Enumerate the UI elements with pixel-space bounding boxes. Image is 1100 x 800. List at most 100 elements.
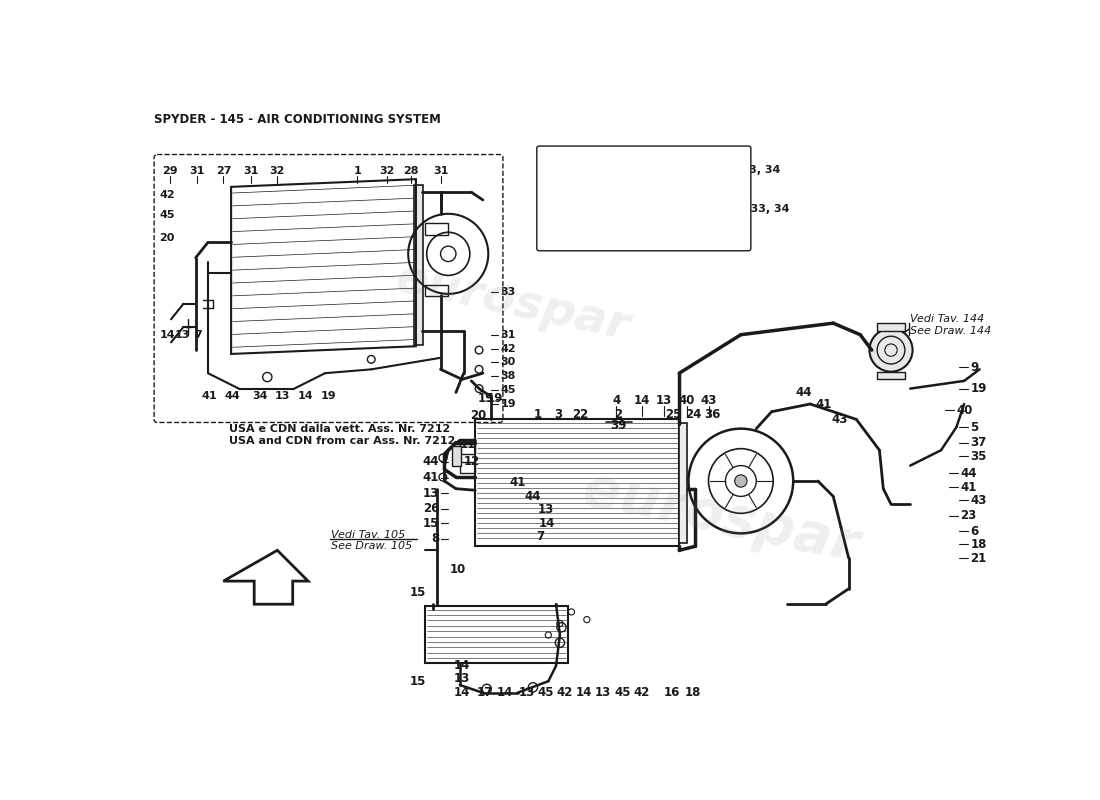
Text: 5: 5 xyxy=(970,421,979,434)
Text: 37: 37 xyxy=(970,436,987,449)
Text: 41: 41 xyxy=(816,398,833,410)
Text: 43: 43 xyxy=(832,413,848,426)
Text: 14: 14 xyxy=(539,517,556,530)
Text: eurospar: eurospar xyxy=(392,255,635,349)
Text: 44: 44 xyxy=(224,391,241,402)
Circle shape xyxy=(735,475,747,487)
Text: N.B.: i tubi pos. 4, 5, 6, 7, 8, 9, 33, 34: N.B.: i tubi pos. 4, 5, 6, 7, 8, 9, 33, … xyxy=(546,166,781,175)
Text: 39: 39 xyxy=(610,419,627,432)
Text: sono completi di guarnizioni: sono completi di guarnizioni xyxy=(546,181,719,190)
Text: 33: 33 xyxy=(500,287,516,298)
Text: NOTE: pipes pos. 4, 5, 6, 7, 8, 9, 33, 34: NOTE: pipes pos. 4, 5, 6, 7, 8, 9, 33, 3… xyxy=(546,204,790,214)
Text: 13: 13 xyxy=(595,686,612,699)
Text: 25: 25 xyxy=(664,407,681,421)
Text: See Draw. 105: See Draw. 105 xyxy=(331,542,412,551)
Text: 45: 45 xyxy=(614,686,630,699)
Text: 45: 45 xyxy=(160,210,175,220)
Text: 19: 19 xyxy=(970,382,987,395)
Text: 14: 14 xyxy=(298,391,314,402)
Text: eurospar: eurospar xyxy=(578,462,864,574)
Text: 19: 19 xyxy=(321,391,337,402)
Text: 13: 13 xyxy=(454,672,470,686)
Text: 18: 18 xyxy=(970,538,987,550)
Bar xyxy=(425,606,568,663)
Text: 7: 7 xyxy=(537,530,544,543)
Text: 30: 30 xyxy=(500,358,516,367)
Text: Vedi Tav. 144: Vedi Tav. 144 xyxy=(911,314,984,324)
Bar xyxy=(877,372,905,379)
Text: 19: 19 xyxy=(486,392,503,405)
Text: 31: 31 xyxy=(500,330,516,340)
Text: 42: 42 xyxy=(557,686,573,699)
Text: 1: 1 xyxy=(534,407,541,421)
Text: 32: 32 xyxy=(379,166,394,176)
Text: 13: 13 xyxy=(538,503,554,516)
Text: 41: 41 xyxy=(201,391,218,402)
Text: 41: 41 xyxy=(509,476,526,489)
Text: 42: 42 xyxy=(160,190,175,199)
Text: 14: 14 xyxy=(160,330,175,340)
Text: 31: 31 xyxy=(189,166,205,176)
Text: 31: 31 xyxy=(243,166,258,176)
Text: 20: 20 xyxy=(160,234,175,243)
Text: See Draw. 144: See Draw. 144 xyxy=(911,326,991,336)
Text: 13: 13 xyxy=(275,391,290,402)
Text: 19: 19 xyxy=(478,392,495,405)
Text: 28: 28 xyxy=(404,166,419,176)
Bar xyxy=(475,419,680,546)
Text: 43: 43 xyxy=(970,494,987,506)
Text: 44: 44 xyxy=(422,455,439,468)
Text: 13: 13 xyxy=(175,330,190,340)
Text: 14: 14 xyxy=(454,659,471,672)
Text: 45: 45 xyxy=(500,385,516,395)
Text: 40: 40 xyxy=(957,404,972,417)
Text: 35: 35 xyxy=(970,450,987,463)
Text: 31: 31 xyxy=(433,166,448,176)
Text: Vedi Tav. 105: Vedi Tav. 105 xyxy=(331,530,406,540)
Bar xyxy=(425,223,449,234)
Text: are complete of gaskets: are complete of gaskets xyxy=(546,219,701,230)
Text: 23: 23 xyxy=(960,509,977,522)
Text: 41: 41 xyxy=(960,481,977,494)
Text: 40: 40 xyxy=(679,394,695,406)
Text: 8: 8 xyxy=(431,532,439,546)
Circle shape xyxy=(869,329,913,372)
Bar xyxy=(460,438,475,454)
Text: 22: 22 xyxy=(573,407,588,421)
Text: 18: 18 xyxy=(685,686,702,699)
Text: 15: 15 xyxy=(409,674,426,688)
Text: 4: 4 xyxy=(612,394,620,406)
Bar xyxy=(414,185,422,345)
Text: 44: 44 xyxy=(795,386,812,399)
Text: 13: 13 xyxy=(422,487,439,500)
Text: 20: 20 xyxy=(470,409,486,422)
Text: 34: 34 xyxy=(252,391,267,402)
Text: 44: 44 xyxy=(525,490,541,503)
Text: 3: 3 xyxy=(554,407,562,421)
Text: 10: 10 xyxy=(450,563,466,576)
Text: 15: 15 xyxy=(422,517,439,530)
Text: 14: 14 xyxy=(454,686,471,699)
Text: 42: 42 xyxy=(500,343,516,354)
Bar xyxy=(452,446,461,466)
Text: 13: 13 xyxy=(519,686,535,699)
Text: 32: 32 xyxy=(270,166,285,176)
Text: 19: 19 xyxy=(500,399,516,409)
Text: 14: 14 xyxy=(575,686,592,699)
Bar xyxy=(680,423,686,542)
Text: 6: 6 xyxy=(970,525,979,538)
Text: 16: 16 xyxy=(663,686,680,699)
Text: 21: 21 xyxy=(970,551,987,565)
Text: 43: 43 xyxy=(701,394,717,406)
Text: 9: 9 xyxy=(970,361,979,374)
Text: 26: 26 xyxy=(422,502,439,515)
Bar xyxy=(877,323,905,331)
Text: 13: 13 xyxy=(656,394,672,406)
Text: 24: 24 xyxy=(685,407,702,421)
Text: 45: 45 xyxy=(538,686,554,699)
Text: USA e CDN dalla vett. Ass. Nr. 7212: USA e CDN dalla vett. Ass. Nr. 7212 xyxy=(229,424,450,434)
Text: 14: 14 xyxy=(634,394,650,406)
Text: 41: 41 xyxy=(422,471,439,485)
Text: 38: 38 xyxy=(500,371,516,382)
Text: 11: 11 xyxy=(460,438,475,450)
